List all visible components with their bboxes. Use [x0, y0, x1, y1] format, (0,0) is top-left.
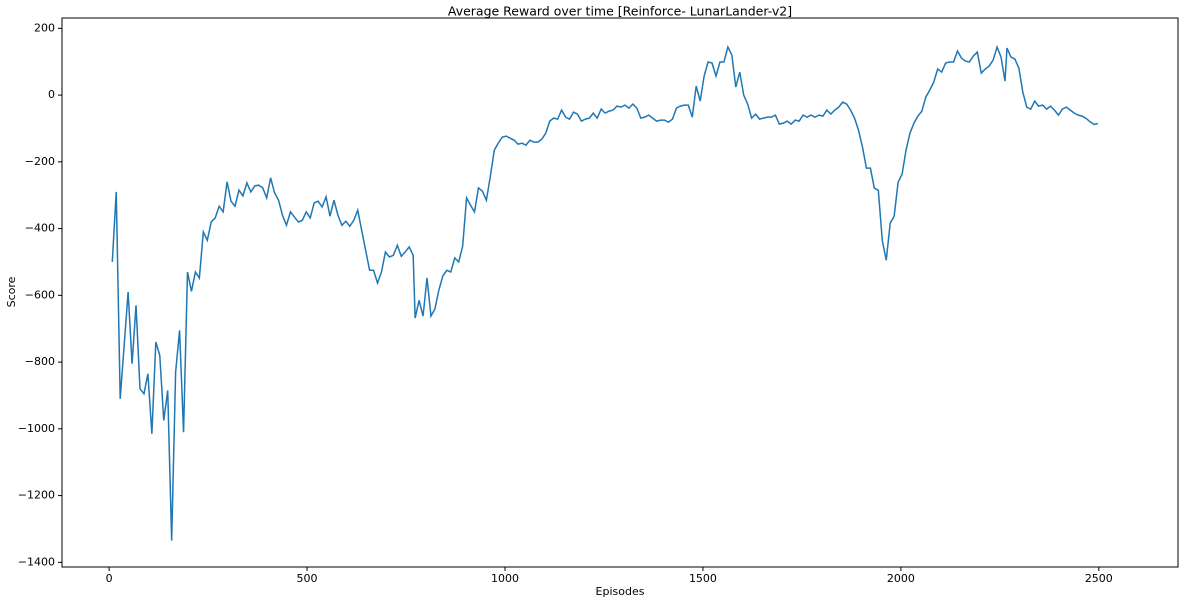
y-tick-label: −400: [25, 222, 55, 235]
chart-title: Average Reward over time [Reinforce- Lun…: [448, 4, 792, 19]
data-line: [111, 44, 1099, 541]
x-tick-label: 2500: [1085, 572, 1113, 585]
y-tick-label: −200: [25, 155, 55, 168]
y-tick-label: −1200: [18, 489, 55, 502]
x-axis-label: Episodes: [596, 585, 645, 598]
y-tick-label: −1400: [18, 555, 55, 568]
y-axis-label: Score: [5, 276, 18, 307]
y-tick-label: −600: [25, 288, 55, 301]
x-tick-label: 2000: [887, 572, 915, 585]
plot-frame: [61, 17, 1179, 568]
y-tick-label: −800: [25, 355, 55, 368]
x-tick-label: 1000: [491, 572, 519, 585]
x-tick-label: 0: [106, 572, 113, 585]
y-tick-label: −1000: [18, 422, 55, 435]
y-tick-label: 200: [34, 21, 55, 34]
x-tick-label: 1500: [689, 572, 717, 585]
x-tick-label: 500: [297, 572, 318, 585]
y-tick-label: 0: [48, 88, 55, 101]
